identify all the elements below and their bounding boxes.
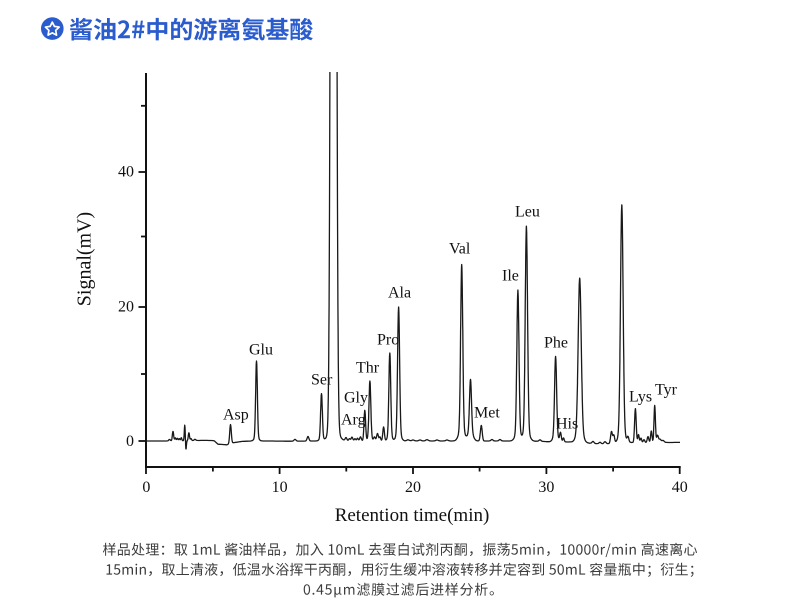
svg-text:Leu: Leu	[515, 204, 540, 221]
svg-text:Thr: Thr	[356, 360, 380, 377]
svg-text:His: His	[556, 416, 578, 433]
svg-text:40: 40	[118, 164, 134, 181]
svg-text:Ser: Ser	[311, 372, 333, 389]
svg-text:Signal(mV): Signal(mV)	[74, 212, 96, 306]
svg-text:Pro: Pro	[377, 332, 399, 349]
svg-text:Val: Val	[449, 241, 471, 258]
svg-text:30: 30	[538, 479, 554, 496]
svg-text:Ala: Ala	[388, 285, 411, 302]
svg-text:Asp: Asp	[223, 407, 249, 424]
svg-text:40: 40	[672, 479, 688, 496]
svg-text:Arg: Arg	[341, 412, 366, 429]
svg-text:Met: Met	[474, 405, 500, 422]
svg-text:Lys: Lys	[629, 389, 652, 406]
svg-text:Ile: Ile	[502, 268, 519, 285]
svg-text:Gly: Gly	[344, 390, 368, 407]
svg-text:0: 0	[126, 433, 134, 450]
svg-text:20: 20	[405, 479, 421, 496]
svg-text:Phe: Phe	[544, 335, 568, 352]
svg-text:10: 10	[272, 479, 288, 496]
svg-text:Retention time(min): Retention time(min)	[335, 505, 490, 526]
svg-text:20: 20	[118, 299, 134, 316]
svg-text:0: 0	[142, 479, 150, 496]
svg-text:Glu: Glu	[249, 342, 273, 359]
svg-text:Tyr: Tyr	[655, 382, 678, 399]
